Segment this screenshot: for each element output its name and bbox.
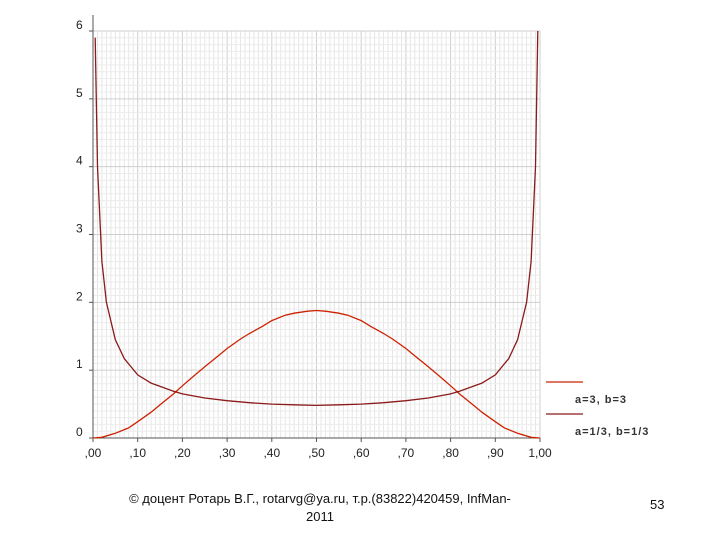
x-axis-ticks: ,00 ,10 ,20 ,30 ,40 ,50 ,60 ,70 ,80 ,90 1,00: [85, 438, 552, 460]
page-number: 53: [650, 497, 665, 512]
x-tick-label: 1,00: [528, 446, 552, 460]
legend-label-2: a=1/3, b=1/3: [575, 426, 649, 438]
x-tick-label: ,00: [85, 446, 102, 460]
chart-grid: [92, 30, 541, 439]
y-axis-ticks: 0 1 2 3 4 5 6: [76, 18, 93, 439]
x-tick-label: ,10: [129, 446, 146, 460]
footer-credit: © доцент Ротарь В.Г., rotarvg@ya.ru, т.р…: [100, 490, 540, 526]
series-lines: [92, 30, 541, 439]
legend-label-1: a=3, b=3: [575, 394, 627, 406]
series-line-1: [92, 309, 541, 439]
x-tick-label: ,90: [487, 446, 504, 460]
x-tick-label: ,80: [442, 446, 459, 460]
x-tick-label: ,20: [174, 446, 191, 460]
y-tick-label: 0: [76, 425, 83, 439]
y-tick-label: 1: [76, 357, 83, 371]
y-tick-label: 6: [76, 18, 83, 32]
x-tick-label: ,50: [308, 446, 325, 460]
legend: a=3, b=3 a=1/3, b=1/3: [546, 381, 649, 438]
x-tick-label: ,40: [263, 446, 280, 460]
footer-credit-line-2: 2011: [306, 509, 334, 524]
y-tick-label: 3: [76, 222, 83, 236]
x-tick-label: ,30: [219, 446, 236, 460]
footer-credit-line-1: © доцент Ротарь В.Г., rotarvg@ya.ru, т.р…: [129, 491, 511, 506]
beta-density-chart: 0 1 2 3 4 5 6 ,00 ,10 ,20 ,30 ,40 ,50 ,60 ,70 ,80 ,90 1,…: [76, 15, 649, 460]
x-tick-label: ,60: [353, 446, 370, 460]
y-tick-label: 2: [76, 289, 83, 303]
y-tick-label: 4: [76, 154, 83, 168]
y-tick-label: 5: [76, 86, 83, 100]
x-tick-label: ,70: [398, 446, 415, 460]
series-line-2: [94, 30, 539, 407]
